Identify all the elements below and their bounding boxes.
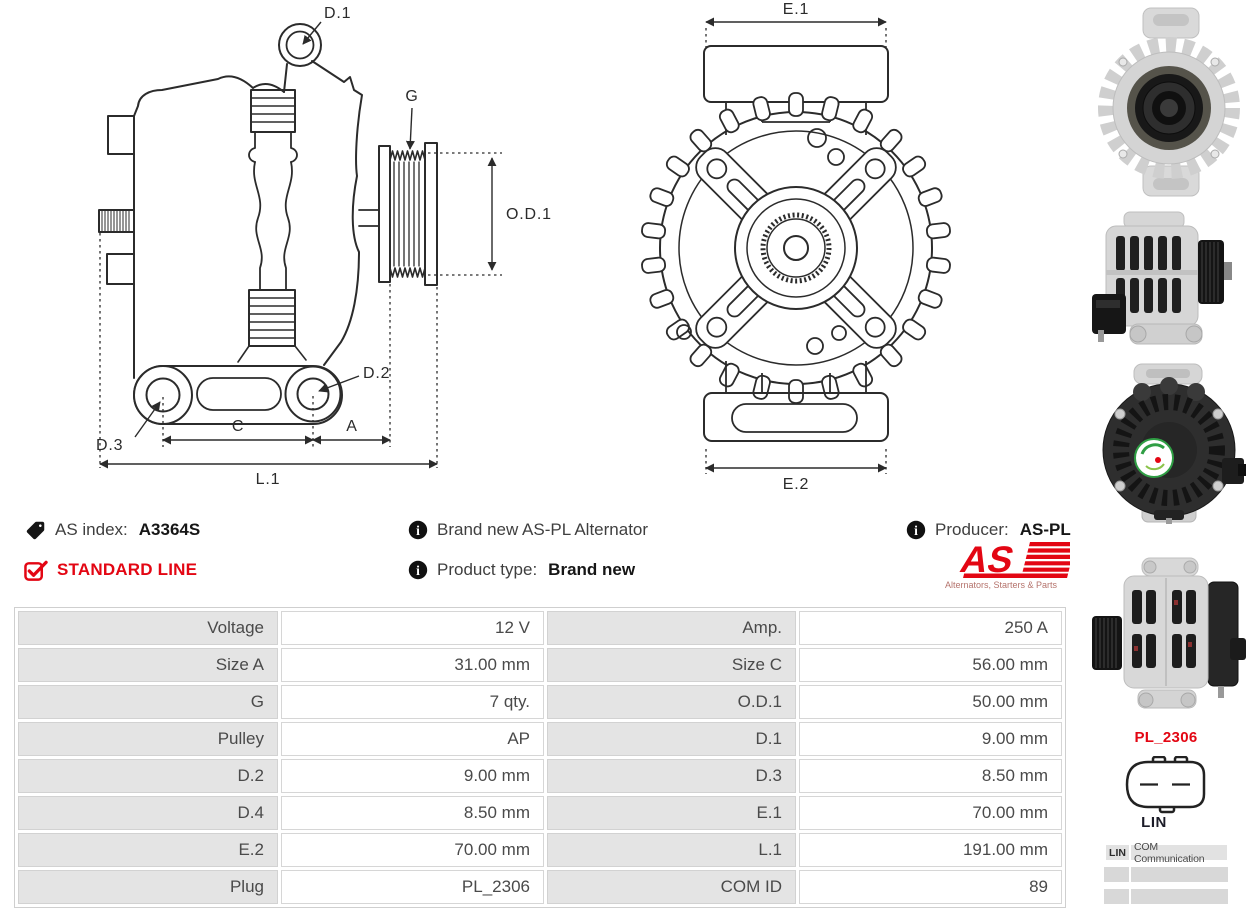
side-view-drawing: [98, 23, 438, 425]
dim-label-e1: E.1: [783, 1, 809, 18]
dim-label-d3: D.3: [96, 437, 123, 454]
spec-label-cell: Size C: [547, 648, 796, 682]
info-icon: i: [408, 560, 428, 580]
dimension-lines: [99, 17, 887, 473]
spec-label-cell: L.1: [547, 833, 796, 867]
spec-label-cell: E.2: [18, 833, 278, 867]
plug-connector-drawing: [1125, 756, 1206, 814]
as-index-label: AS index:: [55, 520, 128, 539]
spec-label-cell: Pulley: [18, 722, 278, 756]
svg-text:i: i: [416, 563, 420, 578]
spec-value-cell: AP: [281, 722, 544, 756]
spec-value-cell: PL_2306: [281, 870, 544, 904]
spec-value-cell: 8.50 mm: [281, 796, 544, 830]
spec-label-cell: D.1: [547, 722, 796, 756]
dim-label-od1: O.D.1: [506, 206, 552, 223]
dim-label-d2: D.2: [363, 365, 390, 382]
brand-row: i Brand new AS-PL Alternator: [408, 517, 648, 543]
com-table-empty-cell: [1131, 867, 1228, 882]
com-table-empty-cell: [1104, 889, 1129, 904]
producer-label: Producer:: [935, 520, 1009, 539]
dim-label-e2: E.2: [783, 476, 809, 493]
standard-line-label: STANDARD LINE: [57, 560, 198, 579]
spec-value-cell: 191.00 mm: [799, 833, 1062, 867]
dim-label-c: C: [232, 418, 244, 435]
spec-value-cell: 31.00 mm: [281, 648, 544, 682]
logo-as-text: AS: [957, 539, 1019, 580]
spec-value-cell: 12 V: [281, 611, 544, 645]
dim-label-d1: D.1: [324, 5, 351, 22]
tag-icon: [26, 521, 45, 539]
info-icon: i: [408, 520, 428, 540]
spec-label-cell: D.2: [18, 759, 278, 793]
technical-drawing: D.1 G O.D.1 D.2 D.3 C A L.1 E.1 E.2: [96, 1, 951, 493]
product-type-label: Product type:: [437, 560, 538, 579]
dim-label-a: A: [346, 418, 357, 435]
com-table-key: LIN: [1106, 845, 1129, 860]
spec-table: Voltage 12 V Amp. 250 A Size A 31.00 mm Size C…: [14, 607, 1066, 908]
spec-label-cell: COM ID: [547, 870, 796, 904]
spec-label-cell: Plug: [18, 870, 278, 904]
spec-label-cell: Voltage: [18, 611, 278, 645]
product-photo-rear[interactable]: [1090, 362, 1248, 529]
brand-line: Brand new AS-PL Alternator: [437, 520, 649, 539]
product-photo-side-right[interactable]: [1090, 206, 1248, 357]
standard-line-row: STANDARD LINE: [24, 557, 197, 583]
com-table-empty-cell: [1104, 867, 1129, 882]
dim-label-g: G: [405, 88, 418, 105]
spec-value-cell: 89: [799, 870, 1062, 904]
producer-row: i Producer: AS-PL: [906, 517, 1071, 543]
com-table-value: COM Communication: [1131, 841, 1227, 865]
spec-label-cell: O.D.1: [547, 685, 796, 719]
spec-value-cell: 70.00 mm: [281, 833, 544, 867]
spec-label-cell: D.4: [18, 796, 278, 830]
spec-value-cell: 8.50 mm: [799, 759, 1062, 793]
svg-text:i: i: [416, 523, 420, 538]
as-pl-logo: AS Alternators, Starters & Parts: [945, 539, 1070, 590]
as-index-value: A3364S: [138, 520, 201, 539]
info-icon: i: [906, 520, 926, 540]
spec-value-cell: 250 A: [799, 611, 1062, 645]
product-type-value: Brand new: [548, 560, 636, 579]
plug-code-label: PL_2306: [1134, 729, 1198, 746]
plug-type-label: LIN: [1141, 814, 1167, 831]
leader-arrows: [134, 21, 415, 438]
extension-lines: [99, 28, 887, 474]
producer-value: AS-PL: [1019, 520, 1071, 539]
product-photo-side-left[interactable]: [1088, 556, 1248, 719]
spec-value-cell: 56.00 mm: [799, 648, 1062, 682]
spec-value-cell: 50.00 mm: [799, 685, 1062, 719]
product-type-row: i Product type: Brand new: [408, 557, 635, 583]
logo-tagline: Alternators, Starters & Parts: [945, 580, 1058, 590]
front-view-drawing: [641, 45, 951, 442]
checkbox-checked-icon: [24, 560, 48, 581]
spec-label-cell: G: [18, 685, 278, 719]
spec-value-cell: 9.00 mm: [281, 759, 544, 793]
dim-label-l1: L.1: [256, 471, 281, 488]
svg-text:i: i: [914, 523, 918, 538]
com-table-empty-cell: [1131, 889, 1228, 904]
spec-label-cell: Amp.: [547, 611, 796, 645]
spec-value-cell: 9.00 mm: [799, 722, 1062, 756]
as-index-row: AS index: A3364S: [25, 517, 200, 543]
product-photo-front[interactable]: [1093, 4, 1245, 205]
spec-value-cell: 70.00 mm: [799, 796, 1062, 830]
spec-value-cell: 7 qty.: [281, 685, 544, 719]
spec-label-cell: D.3: [547, 759, 796, 793]
spec-label-cell: Size A: [18, 648, 278, 682]
spec-label-cell: E.1: [547, 796, 796, 830]
